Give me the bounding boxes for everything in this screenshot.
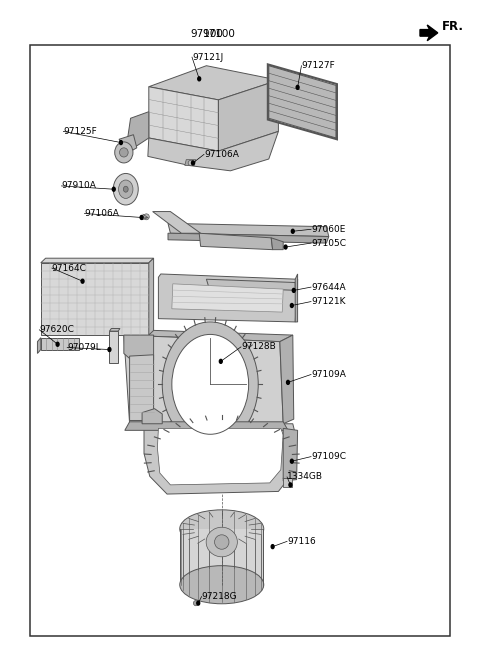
Circle shape [287,380,289,384]
Polygon shape [420,25,438,41]
Polygon shape [149,66,278,100]
Text: 97218G: 97218G [202,592,237,601]
Polygon shape [168,223,329,237]
Text: 1334GB: 1334GB [287,472,323,482]
Polygon shape [130,355,154,420]
Text: 97121K: 97121K [311,297,346,306]
Circle shape [290,459,293,463]
Polygon shape [218,80,278,151]
Text: 97910A: 97910A [61,181,96,191]
Text: 97116: 97116 [287,537,316,546]
Polygon shape [142,409,162,424]
Bar [30,45,450,636]
Circle shape [284,245,287,249]
Ellipse shape [180,510,264,548]
Polygon shape [283,428,298,481]
Polygon shape [206,279,298,290]
Polygon shape [172,284,283,312]
Circle shape [140,215,143,219]
Polygon shape [148,131,278,171]
Ellipse shape [172,334,249,434]
Circle shape [108,348,111,351]
Circle shape [291,229,294,233]
Ellipse shape [113,173,138,205]
Polygon shape [37,338,41,353]
Text: 97106A: 97106A [204,150,239,159]
Polygon shape [158,274,298,322]
Ellipse shape [206,527,237,557]
Text: 97620C: 97620C [39,325,74,334]
Circle shape [112,187,115,191]
Text: 97644A: 97644A [311,283,346,292]
Circle shape [56,342,59,346]
Bar [283,478,292,487]
Polygon shape [153,212,201,233]
Circle shape [219,359,222,363]
Circle shape [197,601,200,605]
Ellipse shape [115,142,133,163]
Polygon shape [295,279,298,290]
Circle shape [120,141,122,145]
Circle shape [289,483,292,487]
Ellipse shape [180,566,264,604]
Polygon shape [125,422,288,430]
Text: 97060E: 97060E [311,225,346,234]
Bar [180,529,263,585]
Circle shape [292,288,295,292]
Ellipse shape [162,322,258,447]
Polygon shape [124,335,283,424]
Ellipse shape [193,600,198,606]
Polygon shape [149,87,218,151]
Circle shape [192,161,194,165]
Polygon shape [199,233,273,250]
Polygon shape [149,258,154,335]
Ellipse shape [215,535,229,549]
Text: 97164C: 97164C [52,263,87,273]
Polygon shape [127,112,149,146]
Circle shape [198,77,201,81]
Text: 97079L: 97079L [67,343,101,352]
Text: 97105C: 97105C [311,238,346,248]
Text: 97121J: 97121J [192,53,223,62]
Ellipse shape [119,180,133,198]
Ellipse shape [188,160,194,166]
Text: 97127F: 97127F [301,61,335,70]
Circle shape [296,85,299,89]
Polygon shape [157,428,283,485]
Circle shape [290,304,293,307]
Bar [41,338,79,350]
Text: 97109A: 97109A [311,370,346,379]
Polygon shape [144,424,295,494]
Bar [109,331,118,363]
Circle shape [271,545,274,549]
Polygon shape [269,66,336,138]
Ellipse shape [120,148,128,157]
Text: 97109C: 97109C [311,452,346,461]
Text: 97106A: 97106A [84,209,120,218]
Text: 97125F: 97125F [63,127,97,136]
Text: 97128B: 97128B [241,342,276,351]
Polygon shape [109,328,120,331]
Polygon shape [168,233,329,243]
Text: FR.: FR. [442,20,464,33]
Polygon shape [124,330,293,342]
Text: 97100: 97100 [190,29,223,39]
Polygon shape [185,160,196,166]
Polygon shape [280,335,294,424]
Polygon shape [295,274,298,322]
Ellipse shape [144,214,149,219]
Polygon shape [41,258,154,263]
Ellipse shape [123,187,128,193]
Circle shape [81,279,84,283]
Text: 97100: 97100 [202,29,235,39]
Polygon shape [119,135,137,152]
Bar [41,263,149,335]
Polygon shape [271,238,283,250]
Polygon shape [124,335,154,363]
